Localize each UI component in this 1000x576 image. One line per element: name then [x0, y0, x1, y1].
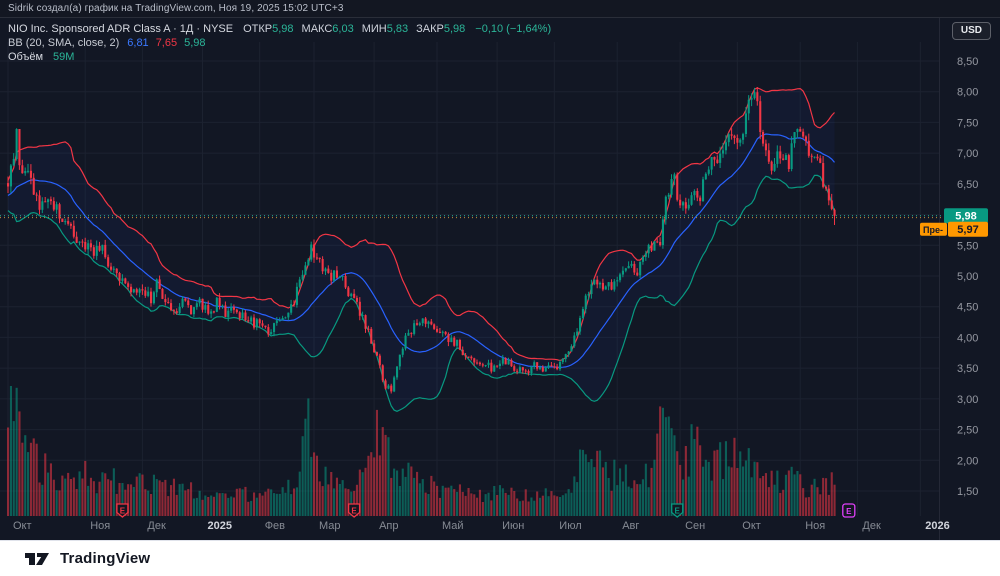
- earnings-icon-future[interactable]: [842, 503, 856, 518]
- footer-bar: TradingView: [0, 540, 1000, 576]
- time-tick-label: Окт: [742, 520, 761, 532]
- price-tick-label: 5,00: [957, 271, 978, 283]
- price-tick-label: 8,00: [957, 87, 978, 99]
- earnings-icon[interactable]: [671, 503, 684, 518]
- price-tick-label: 3,50: [957, 363, 978, 375]
- candle-bodies-up: [9, 92, 816, 392]
- bb-lower-value: 5,98: [184, 37, 206, 49]
- time-tick-label: Авг: [622, 520, 639, 532]
- tradingview-logo-icon[interactable]: [22, 549, 52, 569]
- svg-text:Пре-: Пре-: [923, 225, 943, 235]
- currency-button[interactable]: USD: [951, 22, 991, 40]
- time-tick-label: Окт: [13, 520, 32, 532]
- price-tick-label: 8,50: [957, 56, 978, 68]
- low-value: МИН5,83: [361, 23, 409, 35]
- volume-bars-down: [7, 406, 836, 516]
- bollinger-row: BB (20, SMA, close, 2) 6,81 7,65 5,98: [8, 37, 551, 51]
- time-tick-label: Дек: [147, 520, 166, 532]
- earnings-markers[interactable]: E E E E: [116, 503, 856, 518]
- price-axis[interactable]: 8,50 8,00 7,50 7,00 6,50 5,50 5,00 4,50 4,00 3,50…: [957, 56, 978, 498]
- time-tick-label: Дек: [862, 520, 881, 532]
- price-tick-label: 2,00: [957, 455, 978, 467]
- brand-name[interactable]: TradingView: [60, 550, 151, 567]
- svg-text:5,97: 5,97: [957, 224, 978, 236]
- bb-fill: [8, 87, 835, 412]
- close-value: ЗАКР5,98: [416, 23, 466, 35]
- time-tick-label: Июл: [559, 520, 581, 532]
- time-tick-label: 2025: [208, 520, 232, 532]
- price-chart-canvas[interactable]: 8,50 8,00 7,50 7,00 6,50 5,50 5,00 4,50 4,00 3,50…: [0, 18, 1000, 540]
- volume-label: Объём: [8, 51, 44, 63]
- volume-row: Объём 59М: [8, 51, 551, 65]
- volume-bars-up: [9, 386, 816, 516]
- chart-area[interactable]: 8,50 8,00 7,50 7,00 6,50 5,50 5,00 4,50 4,00 3,50…: [0, 18, 1000, 540]
- last-price-badge: 5,98: [944, 208, 988, 224]
- bb-lower-line: [7, 174, 836, 412]
- bb-upper-line: [7, 87, 835, 362]
- price-tick-label: 6,50: [957, 179, 978, 191]
- svg-text:E: E: [846, 507, 852, 516]
- earnings-icon[interactable]: [116, 503, 129, 518]
- price-tick-label: 7,50: [957, 117, 978, 129]
- time-tick-label: Май: [442, 520, 464, 532]
- symbol-row: NIO Inc. Sponsored ADR Class A · 1Д · NY…: [8, 23, 551, 37]
- price-tick-label: 4,50: [957, 302, 978, 314]
- grid-vertical: [7, 42, 921, 516]
- symbol-title: NIO Inc. Sponsored ADR Class A · 1Д · NY…: [8, 23, 234, 35]
- attribution-text: Sidrik создал(а) график на TradingView.c…: [8, 3, 344, 14]
- time-tick-label: Сен: [685, 520, 705, 532]
- svg-text:E: E: [675, 507, 681, 516]
- price-tick-label: 4,00: [957, 332, 978, 344]
- attribution-bar: Sidrik создал(а) график на TradingView.c…: [0, 0, 1000, 18]
- price-tick-label: 2,50: [957, 425, 978, 437]
- price-tick-label: 1,50: [957, 486, 978, 498]
- time-tick-label: Июн: [502, 520, 524, 532]
- time-tick-label: Мар: [319, 520, 341, 532]
- open-value: ОТКР5,98: [243, 23, 294, 35]
- svg-text:5,98: 5,98: [955, 211, 976, 223]
- volume-value: 59М: [53, 51, 75, 63]
- candle-bodies-down: [7, 92, 836, 392]
- chart-legend: NIO Inc. Sponsored ADR Class A · 1Д · NY…: [8, 23, 551, 65]
- bb-upper-value: 7,65: [155, 37, 178, 49]
- price-tick-label: 3,00: [957, 394, 978, 406]
- bollinger-title: BB (20, SMA, close, 2): [8, 37, 120, 49]
- bb-basis-value: 6,81: [127, 37, 149, 49]
- earnings-icon[interactable]: [347, 503, 361, 518]
- time-axis[interactable]: Окт Ноя Дек 2025 Фев Мар Апр Май Июн Июл Авг Сен Окт…: [13, 520, 950, 532]
- time-tick-label: 2026: [925, 520, 949, 532]
- time-tick-label: Фев: [265, 520, 285, 532]
- svg-text:E: E: [351, 507, 357, 516]
- time-tick-label: Ноя: [805, 520, 825, 532]
- svg-text:E: E: [120, 507, 126, 516]
- price-tick-label: 7,00: [957, 148, 978, 160]
- change-value: −0,10 (−1,64%): [475, 23, 552, 35]
- premarket-price-badge: Пре- 5,97: [920, 221, 988, 237]
- time-tick-label: Ноя: [90, 520, 110, 532]
- time-tick-label: Апр: [379, 520, 398, 532]
- high-value: МАКС6,03: [301, 23, 354, 35]
- price-tick-label: 5,50: [957, 240, 978, 252]
